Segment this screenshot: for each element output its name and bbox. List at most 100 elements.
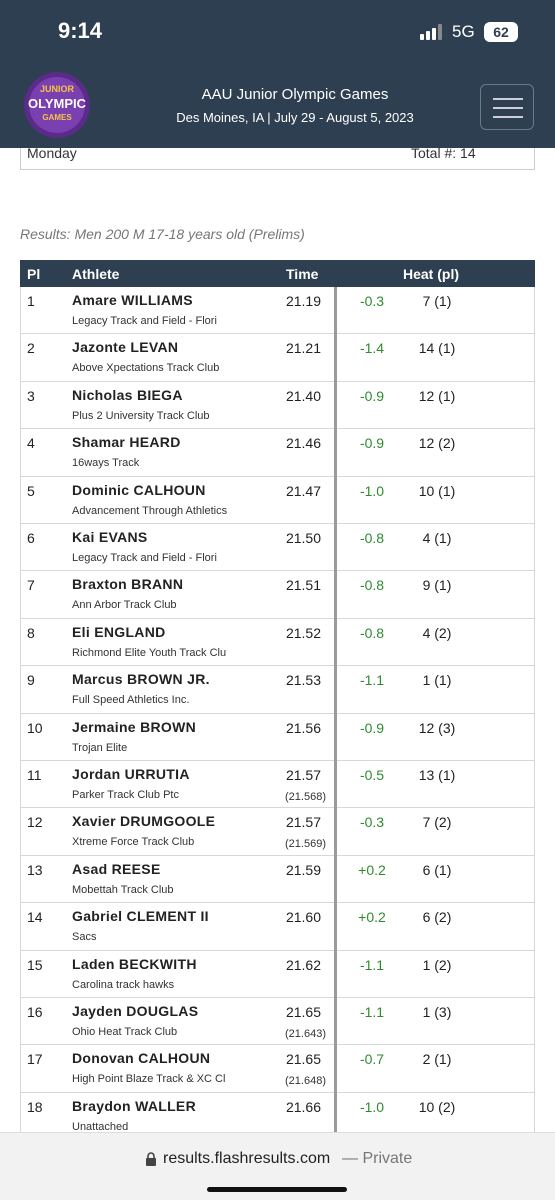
wind: -0.8 [359,577,385,594]
time-detail: (21.648) [285,1075,326,1088]
battery: 62 [484,22,518,42]
heat: 1 (3) [422,1004,452,1020]
logo-text: GAMES [42,113,72,122]
heat: 2 (1) [422,1051,452,1068]
table-header: Pl Athlete Time Heat (pl) [20,260,535,287]
place: 14 [27,909,43,926]
time: 21.56 [285,719,321,736]
wind: -1.4 [359,340,385,357]
athlete-name: Kai EVANS [72,529,148,545]
team: Unattached [72,1120,129,1133]
athlete-name: Braydon WALLER [72,1097,196,1114]
time: 21.50 [285,530,321,546]
result-row: 2 Jazonte LEVAN Above Xpectations Track Cl… [20,334,535,382]
time: 21.46 [285,435,321,452]
place: 9 [27,672,35,689]
athlete-name: Gabriel CLEMENT II [72,908,209,925]
privacy-label: — Private [342,1150,413,1167]
heat: 6 (1) [422,861,452,878]
result-row: 7 Braxton BRANN Ann Arbor Track Club 21.51 -… [20,571,535,619]
team: Xtreme Force Track Club [72,836,195,849]
wind: +0.2 [358,909,386,926]
wind: +0.2 [358,861,386,878]
time: 21.66 [285,1098,321,1115]
place: 4 [27,435,35,452]
wind: -1.0 [359,482,385,499]
team: Sacs [72,931,97,944]
athlete-name: Asad REESE [72,860,161,877]
result-row: 8 Eli ENGLAND Richmond Elite Youth Track C… [20,618,535,667]
wind: -0.9 [359,719,385,736]
heat: 9 (1) [422,577,452,594]
result-row: 5 Dominic CALHOUN Advancement Through Athl… [20,476,535,524]
team: Ohio Heat Track Club [72,1026,178,1038]
time: 21.40 [285,387,321,404]
athlete-name: Jayden DOUGLAS [72,1003,199,1019]
logo: JUNIOR OLYMPIC GAMES [24,72,90,138]
column-separator [334,287,337,1137]
browser-bar: results.flashresults.com — Private [0,1132,555,1200]
column-header: Athlete [72,266,120,282]
home-indicator [207,1187,347,1192]
time-detail: (21.569) [285,838,326,851]
place: 7 [27,577,35,594]
team: 16ways Track [72,457,140,470]
team: Legacy Track and Field - Flori [72,315,217,327]
summary-day: Monday [27,145,77,161]
team: Ann Arbor Track Club [72,599,177,612]
wind: -0.8 [359,624,385,641]
column-header: Pl [27,266,41,282]
wind: -0.3 [359,814,385,831]
team: Plus 2 University Track Club [72,409,210,422]
heat: 10 (1) [418,482,456,499]
heat: 12 (1) [418,387,456,404]
heat: 4 (1) [422,530,452,546]
result-row: 6 Kai EVANS Legacy Track and Field - Flori… [20,524,535,572]
athlete-name: Braxton BRANN [72,576,184,593]
result-row: 4 Shamar HEARD 16ways Track 21.46 -0.9 12 (2) [20,429,535,477]
column-header: Time [286,266,319,282]
place: 8 [27,624,35,641]
menu-button[interactable] [480,84,534,130]
wind: -0.3 [359,293,385,309]
url[interactable]: results.flashresults.com [163,1150,331,1167]
summary-total: Total #: 14 [411,145,476,161]
place: 11 [27,767,42,783]
heat: 13 (1) [418,767,456,783]
wind: -1.1 [359,672,385,689]
team: Carolina track hawks [72,978,175,991]
heat: 1 (2) [422,956,452,973]
team: Above Xpectations Track Club [72,362,220,375]
result-row: 1 Amare WILLIAMS Legacy Track and Field - … [20,287,535,335]
signal-icon [420,24,442,40]
result-row: 10 Jermaine BROWN Trojan Elite 21.56 -0.9 12 … [20,713,535,761]
time: 21.62 [285,956,321,973]
result-row: 14 Gabriel CLEMENT II Sacs 21.60 +0.2 6 (2) [20,903,535,951]
heat: 7 (2) [422,814,452,831]
athlete-name: Jazonte LEVAN [72,339,179,356]
wind: -1.0 [359,1098,385,1115]
place: 15 [27,956,43,973]
network: 5G [452,22,475,41]
time: 21.21 [285,340,321,357]
place: 17 [27,1051,43,1068]
wind: -0.8 [359,530,385,546]
team: Trojan Elite [72,741,128,754]
wind: -1.1 [359,1004,385,1020]
heat: 7 (1) [422,293,452,309]
summary-box: Monday Total #: 14 [20,130,535,170]
athlete-name: Marcus BROWN JR. [72,671,210,688]
place: 10 [27,719,43,736]
column-header: Heat (pl) [403,266,459,282]
wind: -0.9 [359,387,385,404]
time: 21.47 [285,482,321,499]
team: Advancement Through Athletics [72,504,228,517]
time-detail: (21.568) [285,791,326,803]
wind: -0.9 [359,435,385,452]
heat: 14 (1) [418,340,456,357]
clock: 9:14 [58,18,103,43]
heat: 10 (2) [418,1098,456,1115]
time: 21.57 [285,767,321,783]
time: 21.60 [285,909,321,926]
